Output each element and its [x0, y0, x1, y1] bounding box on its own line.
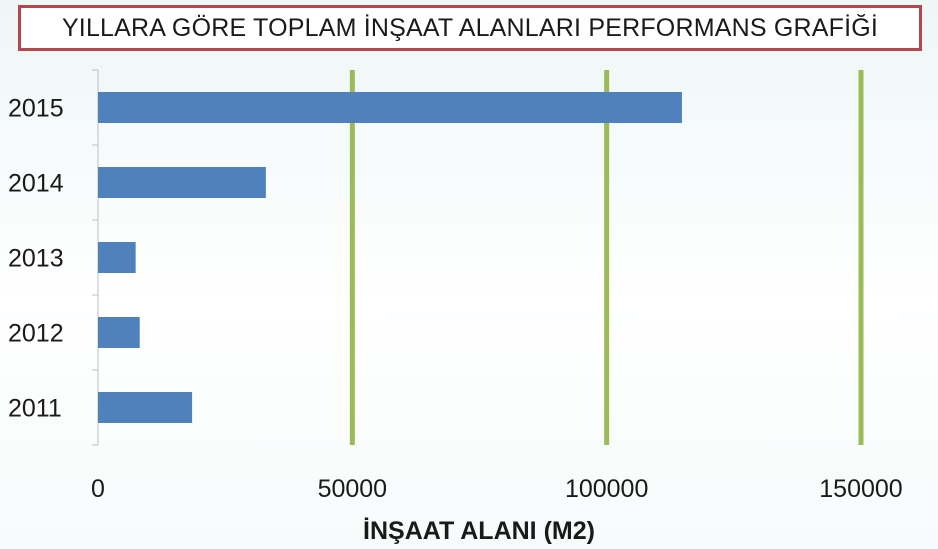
bar-2012	[98, 317, 140, 348]
bar-2015	[98, 92, 682, 123]
bar-2011	[98, 392, 193, 423]
bar-2014	[98, 167, 266, 198]
chart-title: YILLARA GÖRE TOPLAM İNŞAAT ALANLARI PERF…	[61, 13, 879, 42]
x-tick-label-0: 0	[91, 475, 105, 503]
x-tick-label-50000: 50000	[318, 475, 388, 503]
category-label-2012: 2012	[8, 320, 64, 348]
chart-title-box: YILLARA GÖRE TOPLAM İNŞAAT ALANLARI PERF…	[18, 5, 922, 51]
category-label-2014: 2014	[8, 170, 64, 198]
x-tick-label-150000: 150000	[819, 475, 902, 503]
x-tick-label-100000: 100000	[565, 475, 648, 503]
x-axis-title: İNŞAAT ALANI (M2)	[363, 517, 595, 545]
category-label-2015: 2015	[8, 95, 64, 123]
category-label-2013: 2013	[8, 245, 64, 273]
bar-2013	[98, 242, 136, 273]
category-label-2011: 2011	[8, 395, 62, 423]
